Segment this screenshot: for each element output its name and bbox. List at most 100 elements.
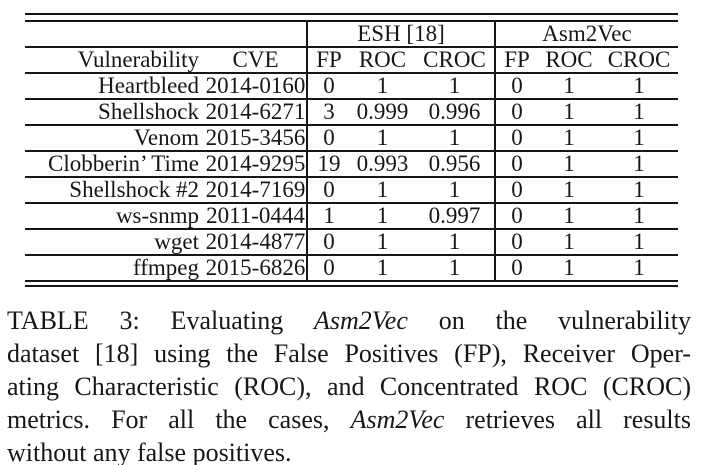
caption-italic-text: Asm2Vec [314,306,408,335]
cell-asm2vec-fp: 0 [494,229,538,256]
cell-vulnerability: ws-snmp [25,203,205,230]
cell-vulnerability: Shellshock #2 [25,177,205,204]
cell-vulnerability: Venom [25,125,205,152]
table-top-double-rule [25,13,678,22]
column-header-cve: CVE [205,47,307,74]
cell-asm2vec-fp: 0 [494,203,538,230]
cell-esh-roc: 1 [350,125,415,152]
cell-asm2vec-roc: 1 [538,99,600,126]
results-table-body: Heartbleed 2014-0160 0 1 1 0 1 1 Shellshock 2014-… [25,73,679,282]
group-header-asm2vec: Asm2Vec [493,22,679,48]
cell-asm2vec-roc: 1 [538,255,600,282]
cell-esh-croc: 1 [415,73,495,100]
caption-line: TABLE 3: Evaluating Asm2Vec on the vulne… [7,304,691,337]
cell-esh-croc: 0.997 [415,203,495,230]
cell-esh-fp: 0 [306,229,350,256]
column-header-esh-croc: CROC [415,47,495,74]
cell-cve: 2011-0444 [205,203,307,230]
cell-vulnerability: Heartbleed [25,73,205,100]
cell-cve: 2014-6271 [205,99,307,126]
cell-asm2vec-croc: 1 [600,255,679,282]
cell-cve: 2015-3456 [205,125,307,152]
cell-vulnerability: wget [25,229,205,256]
cell-asm2vec-croc: 1 [600,73,679,100]
group-header-esh: ESH [18] [306,22,495,48]
cell-esh-fp: 0 [306,255,350,282]
group-header-row: ESH [18] Asm2Vec [25,22,679,48]
cell-asm2vec-roc: 1 [538,177,600,204]
cell-esh-roc: 1 [350,73,415,100]
table-row: ws-snmp 2011-0444 1 1 0.997 0 1 1 [25,203,679,230]
column-header-asm2vec-roc: ROC [538,47,600,74]
cell-esh-fp: 0 [306,177,350,204]
cell-vulnerability: Shellshock [25,99,205,126]
cell-esh-croc: 1 [415,177,495,204]
cell-vulnerability: ffmpeg [25,255,205,282]
column-header-vulnerability: Vulnerability [25,47,205,74]
cell-esh-fp: 19 [306,151,350,178]
column-header-esh-fp: FP [306,47,350,74]
cell-esh-croc: 0.956 [415,151,495,178]
cell-esh-roc: 1 [350,229,415,256]
cell-asm2vec-croc: 1 [600,151,679,178]
table-row: Clobberin’ Time 2014-9295 19 0.993 0.956 0 1 1 [25,151,679,178]
cell-esh-roc: 0.993 [350,151,415,178]
cell-asm2vec-croc: 1 [600,203,679,230]
cell-esh-fp: 0 [306,73,350,100]
cell-esh-croc: 0.996 [415,99,495,126]
cell-asm2vec-fp: 0 [494,73,538,100]
cell-cve: 2014-7169 [205,177,307,204]
caption-text: metrics. For all the cases, [7,405,351,434]
cell-esh-croc: 1 [415,229,495,256]
cell-cve: 2014-0160 [205,73,307,100]
caption-line: dataset [18] using the False Positives (… [7,337,691,370]
cell-esh-fp: 3 [306,99,350,126]
cell-asm2vec-roc: 1 [538,125,600,152]
table-row: Shellshock #2 2014-7169 0 1 1 0 1 1 [25,177,679,204]
caption-italic-text: Asm2Vec [350,405,445,434]
cell-asm2vec-fp: 0 [494,177,538,204]
table-row: Venom 2015-3456 0 1 1 0 1 1 [25,125,679,152]
column-header-asm2vec-croc: CROC [600,47,679,74]
caption-text: without any false positives. [7,438,292,465]
cell-esh-roc: 1 [350,255,415,282]
cell-asm2vec-croc: 1 [600,125,679,152]
caption-text: dataset [18] using the False Positives (… [7,339,691,368]
caption-text: TABLE 3: Evaluating [7,306,315,335]
table-row: wget 2014-4877 0 1 1 0 1 1 [25,229,679,256]
cell-esh-roc: 1 [350,203,415,230]
results-table: ESH [18] Asm2Vec Vulnerability CVE FP RO… [25,22,679,282]
cell-esh-fp: 0 [306,125,350,152]
cell-asm2vec-fp: 0 [494,99,538,126]
cell-cve: 2014-4877 [205,229,307,256]
table-row: Heartbleed 2014-0160 0 1 1 0 1 1 [25,73,679,100]
caption-text: retrieves all results [444,405,692,434]
table-caption: TABLE 3: Evaluating Asm2Vec on the vulne… [7,304,691,465]
results-table-block: ESH [18] Asm2Vec Vulnerability CVE FP RO… [25,13,679,287]
cell-asm2vec-roc: 1 [538,203,600,230]
cell-asm2vec-fp: 0 [494,151,538,178]
cell-cve: 2014-9295 [205,151,307,178]
cell-esh-croc: 1 [415,125,495,152]
cell-vulnerability: Clobberin’ Time [25,151,205,178]
caption-line: without any false positives. [7,436,691,465]
cell-esh-croc: 1 [415,255,495,282]
table-row: ffmpeg 2015-6826 0 1 1 0 1 1 [25,255,679,282]
cell-asm2vec-croc: 1 [600,99,679,126]
caption-text: ating Characteristic (ROC), and Concentr… [7,372,691,401]
cell-asm2vec-croc: 1 [600,177,679,204]
cell-asm2vec-fp: 0 [494,255,538,282]
cell-asm2vec-fp: 0 [494,125,538,152]
cell-asm2vec-roc: 1 [538,151,600,178]
cell-asm2vec-roc: 1 [538,73,600,100]
cell-esh-roc: 1 [350,177,415,204]
cell-cve: 2015-6826 [205,255,307,282]
column-header-asm2vec-fp: FP [494,47,538,74]
caption-line: ating Characteristic (ROC), and Concentr… [7,370,691,403]
group-header-spacer [25,22,307,48]
cell-esh-fp: 1 [306,203,350,230]
table-bottom-double-rule [25,282,678,287]
table-row: Shellshock 2014-6271 3 0.999 0.996 0 1 1 [25,99,679,126]
cell-asm2vec-roc: 1 [538,229,600,256]
